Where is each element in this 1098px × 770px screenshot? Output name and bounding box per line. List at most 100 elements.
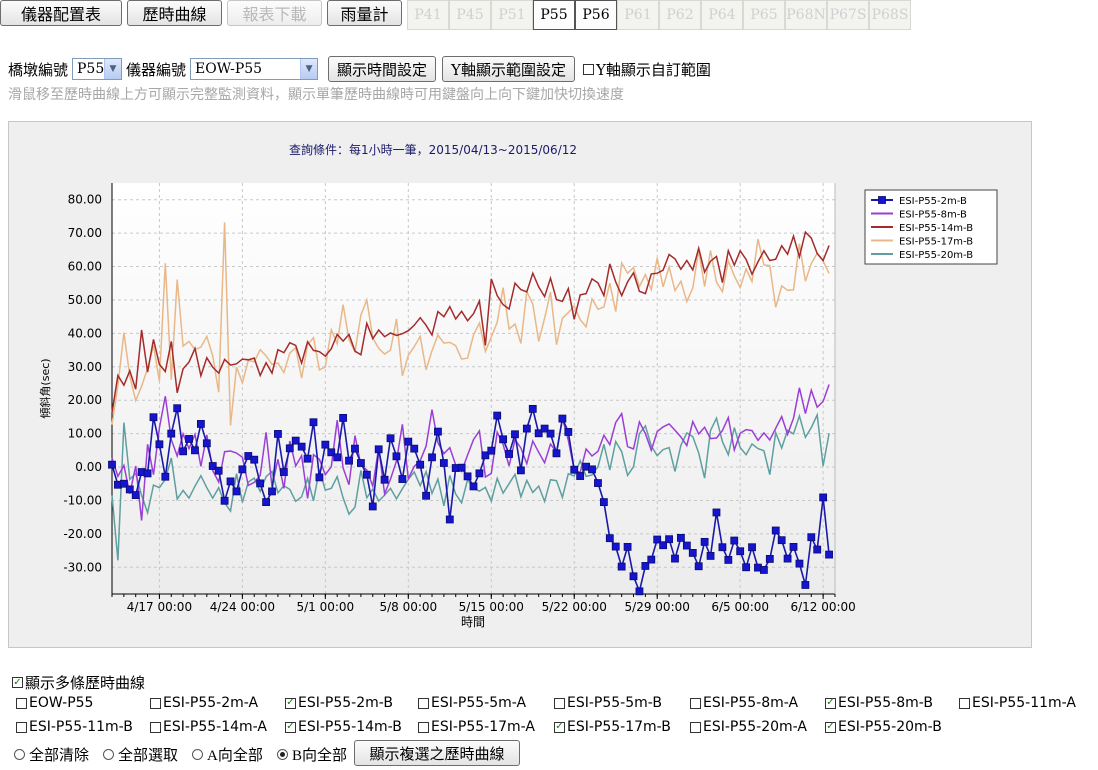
instrument-option-label: ESI-P55-2m-B xyxy=(298,695,393,711)
tab-p55[interactable]: P55 xyxy=(533,0,575,30)
data-point-marker xyxy=(629,572,638,581)
data-point-marker xyxy=(588,465,596,474)
instrument-checkbox[interactable] xyxy=(690,721,701,733)
data-point-marker xyxy=(428,453,436,462)
radio-button[interactable] xyxy=(103,749,114,760)
instrument-layout-button[interactable]: 儀器配置表 xyxy=(0,0,122,26)
instrument-select[interactable]: EOW-P55 ▼ xyxy=(190,58,319,80)
multi-curve-toggle[interactable]: ✓ 顯示多條歷時曲線 xyxy=(12,672,145,693)
custom-range-option[interactable]: Y軸顯示自訂範圍 xyxy=(582,59,711,80)
custom-range-checkbox[interactable] xyxy=(582,63,594,75)
tab-p61[interactable]: P61 xyxy=(617,0,659,30)
radio-option[interactable]: 全部選取 xyxy=(103,744,178,765)
instrument-checkbox[interactable]: ✓ xyxy=(825,721,836,733)
instrument-option[interactable]: EOW-P55 xyxy=(16,695,93,711)
radio-option[interactable]: A向全部 xyxy=(192,744,263,765)
data-point-marker xyxy=(256,479,265,488)
x-tick-label: 6/12 00:00 xyxy=(790,600,855,614)
data-point-marker xyxy=(540,424,549,433)
instrument-option-label: ESI-P55-17m-B xyxy=(567,719,671,735)
instrument-checkbox[interactable] xyxy=(150,721,161,733)
time-history-button[interactable]: 歷時曲線 xyxy=(127,0,222,26)
tab-p68n[interactable]: P68N xyxy=(785,0,827,30)
chart-panel: 80.00 70.00 60.00 50.00 40.00 30.00 20.00 10.00… xyxy=(8,121,1032,648)
line-chart[interactable]: 80.00 70.00 60.00 50.00 40.00 30.00 20.00 10.00… xyxy=(9,122,1031,647)
instrument-option[interactable]: ✓ ESI-P55-17m-B xyxy=(554,719,671,735)
data-point-marker xyxy=(783,554,792,563)
tab-p62[interactable]: P62 xyxy=(659,0,701,30)
instrument-option[interactable]: ESI-P55-11m-B xyxy=(16,719,133,735)
radio-button[interactable] xyxy=(192,749,203,760)
instrument-option[interactable]: ESI-P55-5m-B xyxy=(554,695,662,711)
instrument-checkbox[interactable] xyxy=(150,697,161,709)
instrument-option-label: ESI-P55-20m-B xyxy=(838,719,942,735)
instrument-checkbox[interactable] xyxy=(418,721,429,733)
tab-p67s[interactable]: P67S xyxy=(827,0,869,30)
data-point-marker xyxy=(351,444,359,453)
instrument-checkbox[interactable]: ✓ xyxy=(285,697,296,709)
instrument-option[interactable]: ✓ ESI-P55-8m-B xyxy=(825,695,933,711)
instrument-checkbox[interactable] xyxy=(16,721,27,733)
y-tick-label: 20.00 xyxy=(68,393,102,407)
tab-p56[interactable]: P56 xyxy=(575,0,617,30)
instrument-checkbox[interactable] xyxy=(16,697,27,709)
data-point-marker xyxy=(191,446,199,455)
instrument-checkbox[interactable] xyxy=(690,697,701,709)
data-point-marker xyxy=(748,543,756,552)
instrument-checkbox[interactable] xyxy=(959,697,970,709)
instrument-option[interactable]: ✓ ESI-P55-2m-B xyxy=(285,695,393,711)
instrument-checkbox[interactable]: ✓ xyxy=(554,721,565,733)
data-point-marker xyxy=(759,566,768,574)
data-point-marker xyxy=(487,446,496,455)
data-point-marker xyxy=(777,536,786,545)
instrument-option-label: ESI-P55-11m-A xyxy=(972,695,1076,711)
instrument-option[interactable]: ESI-P55-5m-A xyxy=(418,695,526,711)
data-point-marker xyxy=(635,587,644,596)
tab-p68s[interactable]: P68S xyxy=(869,0,911,30)
data-point-marker xyxy=(641,562,650,570)
instrument-option[interactable]: ESI-P55-8m-A xyxy=(690,695,798,711)
instrument-option[interactable]: ✓ ESI-P55-14m-B xyxy=(285,719,402,735)
legend-label: ESI-P55-17m-B xyxy=(899,237,973,248)
data-point-marker xyxy=(315,473,324,482)
data-point-marker xyxy=(185,435,193,443)
yaxis-range-button[interactable]: Y軸顯示範圍設定 xyxy=(442,56,575,82)
instrument-checkbox[interactable] xyxy=(418,697,429,709)
data-point-marker xyxy=(285,444,294,453)
data-point-marker xyxy=(801,581,810,589)
instrument-option[interactable]: ESI-P55-20m-A xyxy=(690,719,807,735)
radio-option[interactable]: B向全部 xyxy=(277,744,347,765)
data-point-marker xyxy=(659,541,668,550)
pier-tabs: P41 P45 P51 P55 P56 P61 P62 P64 P65 P68N P67S P68S xyxy=(407,0,911,30)
instrument-checkbox[interactable]: ✓ xyxy=(825,697,836,709)
time-settings-button[interactable]: 顯示時間設定 xyxy=(328,56,437,82)
report-download-button[interactable]: 報表下載 xyxy=(227,0,322,26)
data-point-marker xyxy=(825,550,833,559)
data-point-marker xyxy=(445,515,454,524)
x-tick-label: 5/29 00:00 xyxy=(625,600,690,614)
tab-p41[interactable]: P41 xyxy=(407,0,449,30)
data-point-marker xyxy=(570,465,579,474)
radio-button[interactable] xyxy=(277,749,288,760)
tab-p64[interactable]: P64 xyxy=(701,0,743,30)
instrument-checkbox[interactable]: ✓ xyxy=(285,721,296,733)
y-tick-label: 80.00 xyxy=(68,193,102,207)
instrument-option[interactable]: ESI-P55-2m-A xyxy=(150,695,258,711)
rain-gauge-button[interactable]: 雨量計 xyxy=(327,0,402,26)
instrument-option[interactable]: ESI-P55-17m-A xyxy=(418,719,535,735)
x-tick-label: 4/24 00:00 xyxy=(210,600,275,614)
radio-option[interactable]: 全部清除 xyxy=(14,744,89,765)
multi-curve-checkbox[interactable]: ✓ xyxy=(12,676,23,688)
tab-p65[interactable]: P65 xyxy=(743,0,785,30)
tab-p45[interactable]: P45 xyxy=(449,0,491,30)
instrument-option-label: ESI-P55-8m-A xyxy=(703,695,799,711)
pier-select[interactable]: P55 ▼ xyxy=(72,58,123,80)
radio-button[interactable] xyxy=(14,749,25,760)
instrument-checkbox[interactable] xyxy=(554,697,565,709)
instrument-option[interactable]: ESI-P55-11m-A xyxy=(959,695,1076,711)
tab-p51[interactable]: P51 xyxy=(491,0,533,30)
instrument-option[interactable]: ✓ ESI-P55-20m-B xyxy=(825,719,942,735)
show-selected-curves-button[interactable]: 顯示複選之歷時曲線 xyxy=(354,740,520,766)
data-point-marker xyxy=(718,543,727,552)
instrument-option[interactable]: ESI-P55-14m-A xyxy=(150,719,267,735)
